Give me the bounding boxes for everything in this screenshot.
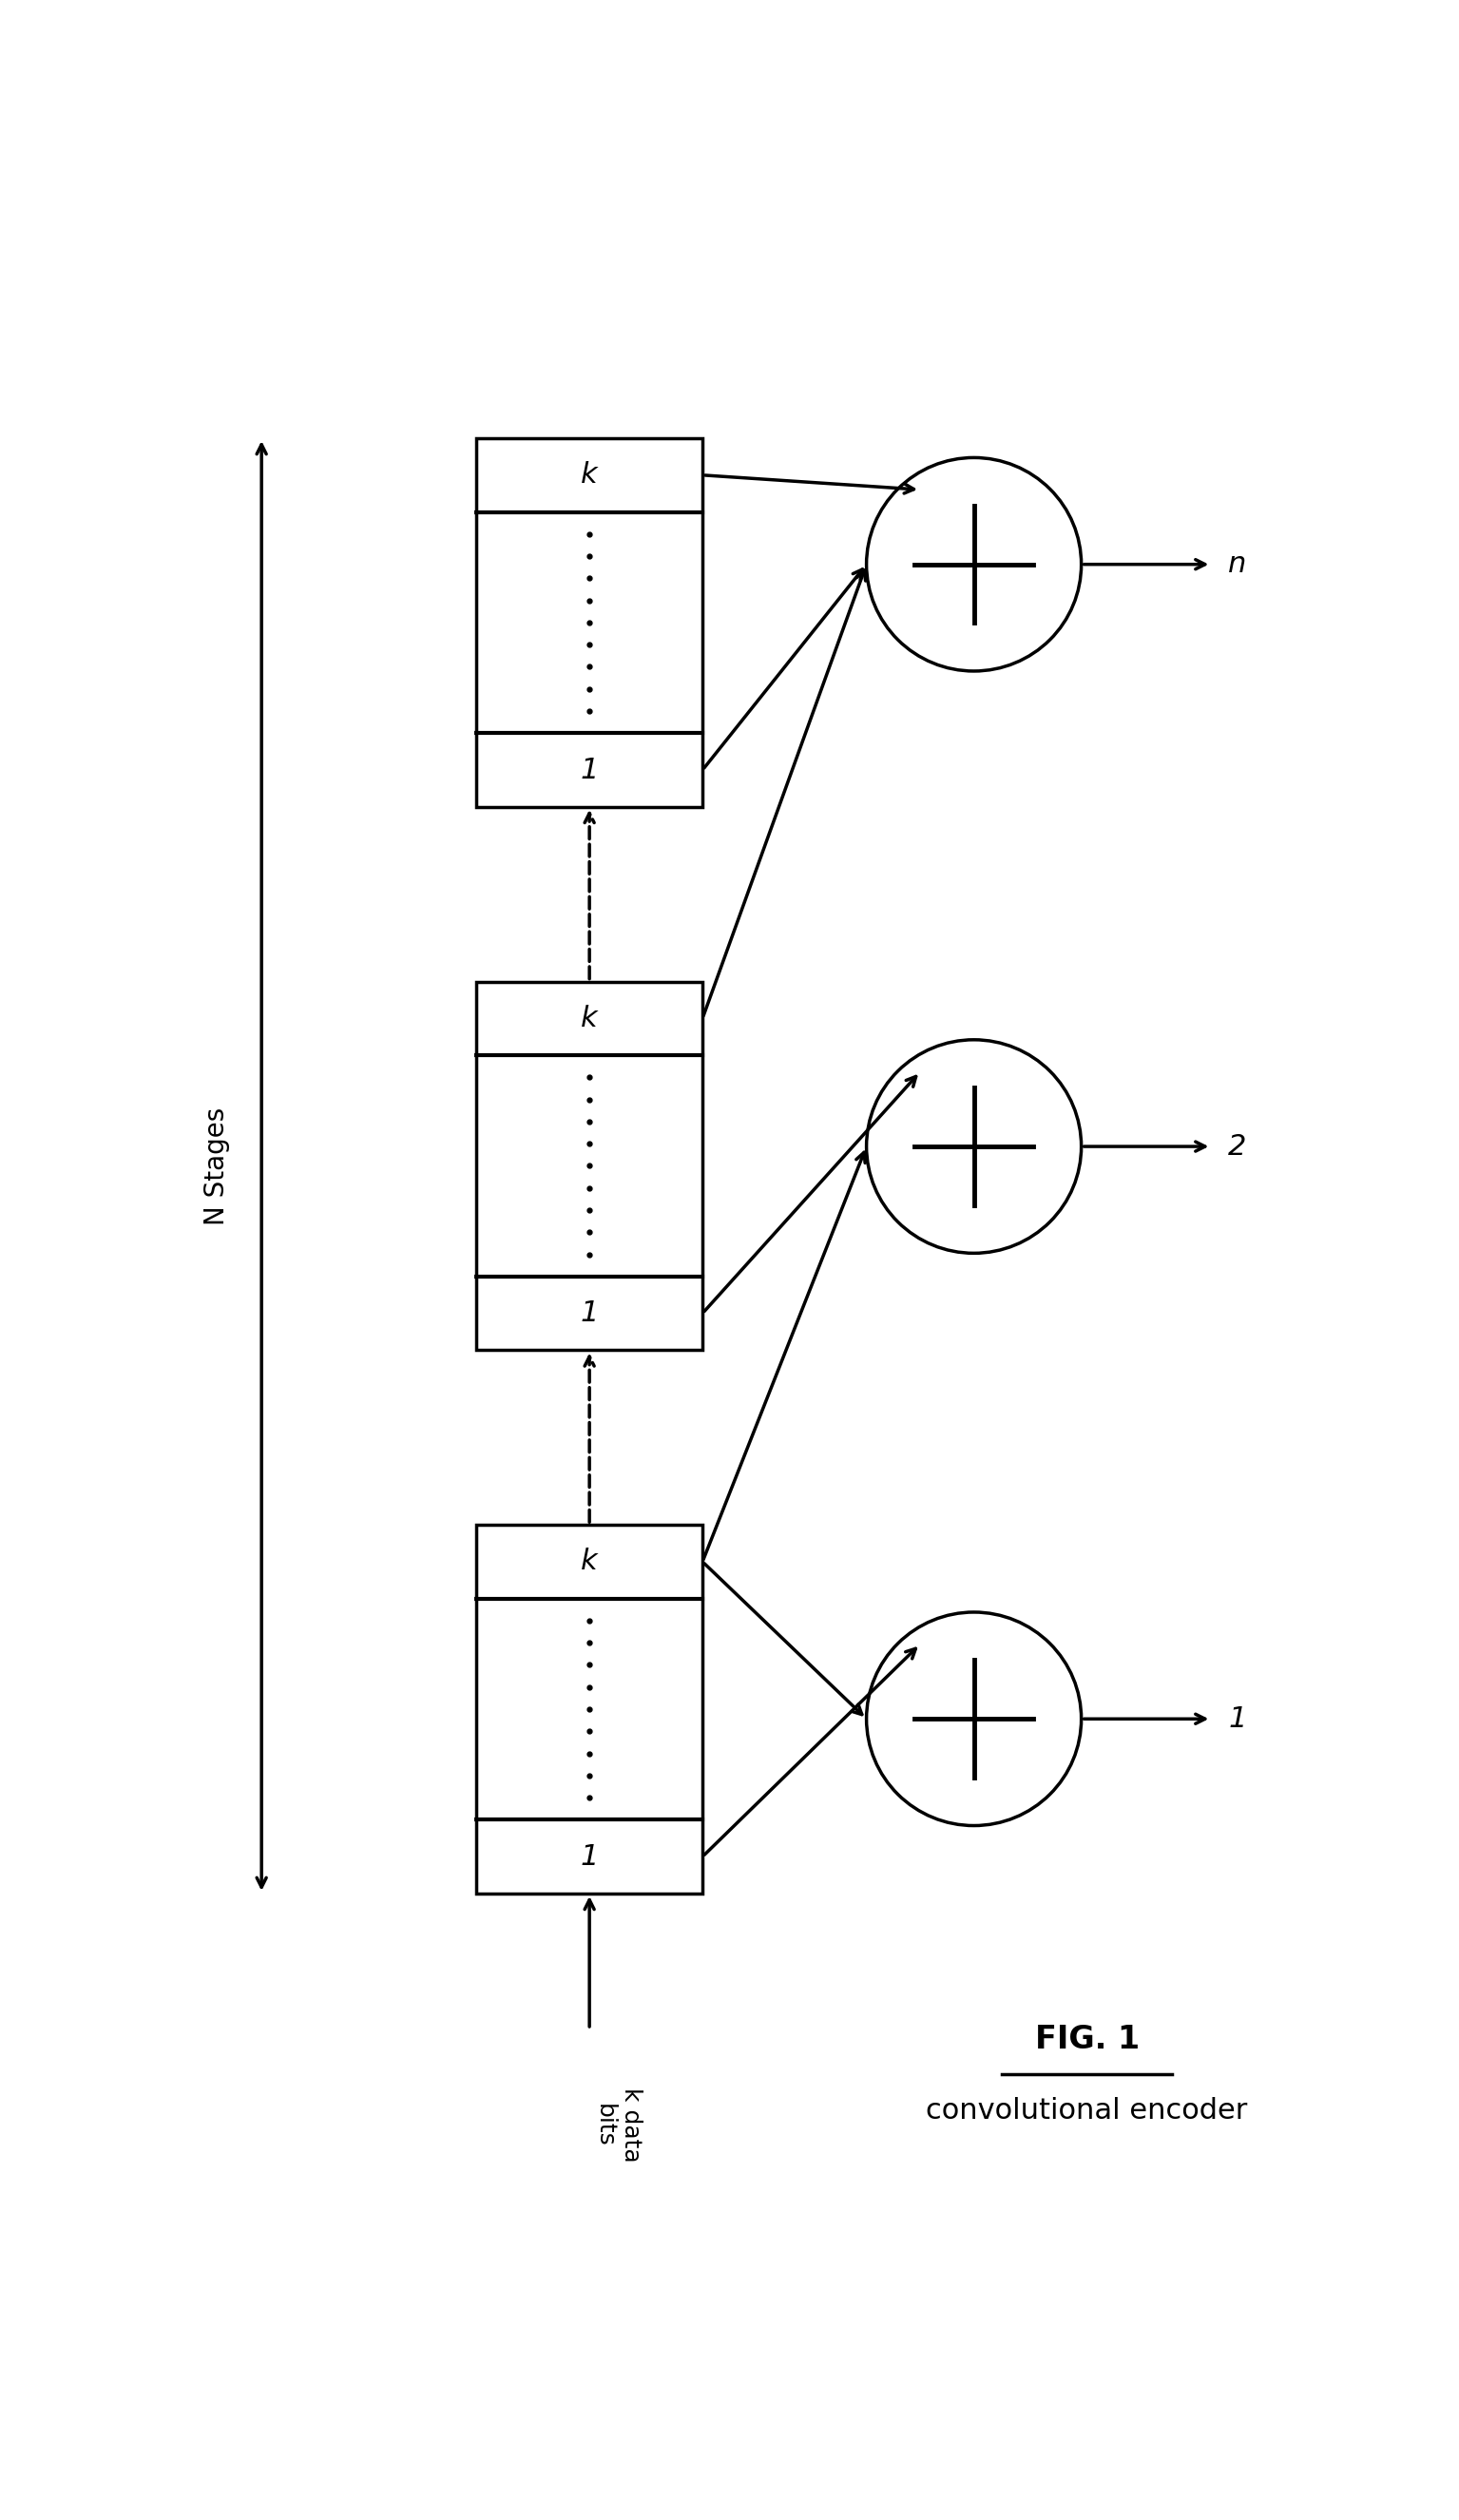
Bar [476, 980, 703, 1351]
Text: n: n [1228, 549, 1246, 577]
Bar [476, 1525, 703, 1893]
Ellipse shape [867, 1613, 1081, 1824]
Bar [476, 438, 703, 806]
Text: k: k [581, 461, 598, 489]
Text: convolutional encoder: convolutional encoder [926, 2097, 1247, 2124]
Text: FIG. 1: FIG. 1 [1034, 2024, 1139, 2054]
Ellipse shape [867, 1041, 1081, 1252]
Text: 2: 2 [1228, 1131, 1246, 1159]
Text: 1: 1 [1228, 1706, 1246, 1734]
Text: 1: 1 [581, 1300, 598, 1328]
Text: k: k [581, 1005, 598, 1033]
Text: k data
bits: k data bits [594, 2087, 642, 2162]
Text: k: k [581, 1547, 598, 1575]
Text: N Stages: N Stages [203, 1106, 229, 1225]
Ellipse shape [867, 459, 1081, 670]
Text: 1: 1 [581, 1842, 598, 1870]
Text: 1: 1 [581, 756, 598, 784]
